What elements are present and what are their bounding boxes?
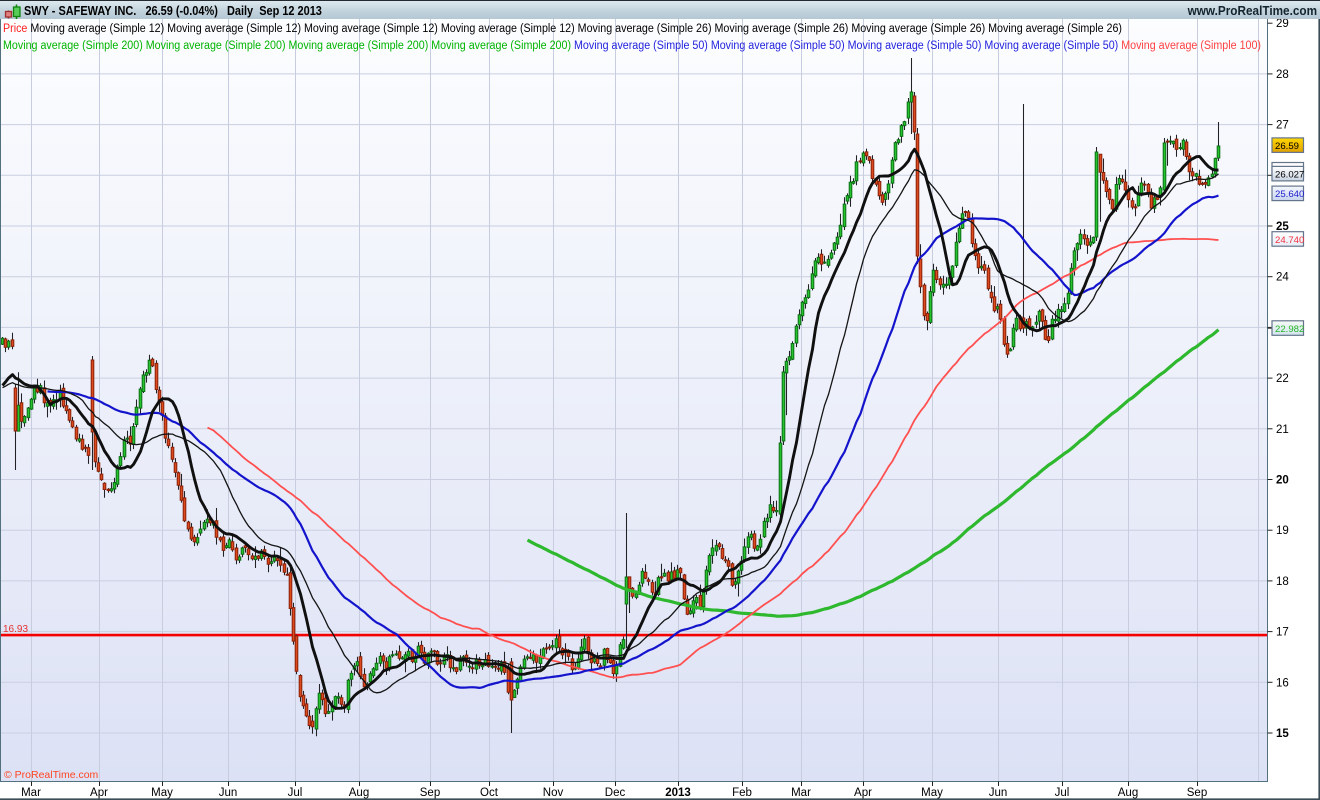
svg-text:25.640: 25.640	[1275, 189, 1304, 200]
svg-text:Jul: Jul	[1055, 787, 1070, 799]
svg-text:Mar: Mar	[791, 787, 811, 799]
svg-text:Jun: Jun	[219, 787, 238, 799]
svg-text:Nov: Nov	[543, 787, 564, 799]
svg-text:24.740: 24.740	[1275, 235, 1304, 246]
svg-text:25: 25	[1276, 221, 1289, 233]
svg-text:20: 20	[1276, 475, 1289, 487]
svg-text:Aug: Aug	[1118, 787, 1138, 799]
svg-text:May: May	[921, 787, 943, 799]
svg-text:22.982: 22.982	[1275, 324, 1304, 335]
svg-text:Jul: Jul	[288, 787, 303, 799]
svg-text:Moving average (Simple 200) Mo: Moving average (Simple 200) Moving avera…	[3, 40, 1261, 52]
svg-text:22: 22	[1276, 373, 1289, 385]
svg-text:Sep: Sep	[420, 787, 440, 799]
svg-text:Dec: Dec	[605, 787, 626, 799]
svg-text:Apr: Apr	[854, 787, 872, 799]
svg-text:© ProRealTime.com: © ProRealTime.com	[4, 769, 99, 781]
svg-text:May: May	[151, 787, 173, 799]
svg-text:Jun: Jun	[989, 787, 1008, 799]
svg-text:19: 19	[1276, 525, 1289, 537]
svg-text:17: 17	[1276, 627, 1289, 639]
svg-text:26.59: 26.59	[1275, 141, 1299, 152]
svg-text:Sep: Sep	[1187, 787, 1207, 799]
svg-text:Mar: Mar	[21, 787, 41, 799]
svg-text:2013: 2013	[665, 787, 691, 799]
svg-text:21: 21	[1276, 424, 1289, 436]
svg-text:Oct: Oct	[480, 787, 499, 799]
svg-text:Feb: Feb	[732, 787, 752, 799]
svg-text:15: 15	[1276, 728, 1289, 740]
svg-text:29: 29	[1276, 18, 1289, 30]
svg-text:26.027: 26.027	[1275, 170, 1304, 181]
svg-text:16: 16	[1276, 677, 1289, 689]
svg-text:16.93: 16.93	[3, 624, 28, 635]
svg-text:Apr: Apr	[90, 787, 108, 799]
svg-text:Price Moving average (Simple 1: Price Moving average (Simple 12) Moving …	[3, 23, 1122, 35]
svg-text:28: 28	[1276, 69, 1289, 81]
svg-text:27: 27	[1276, 120, 1289, 132]
svg-text:24: 24	[1276, 272, 1289, 284]
svg-text:Aug: Aug	[349, 787, 369, 799]
svg-text:18: 18	[1276, 576, 1289, 588]
